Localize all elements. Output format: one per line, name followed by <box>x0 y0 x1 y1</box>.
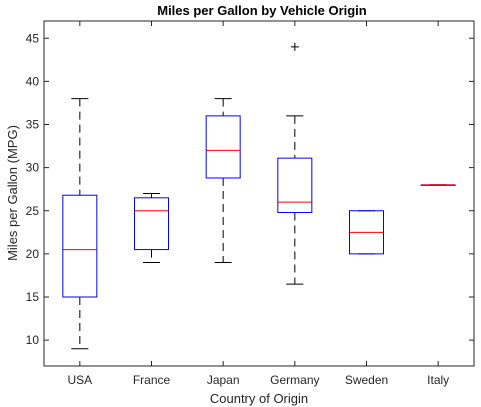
y-axis: 10 15 20 25 30 35 40 45 <box>26 31 474 347</box>
outlier-marker <box>290 42 299 51</box>
box <box>205 115 241 179</box>
x-tick-label: Sweden <box>345 373 388 387</box>
y-tick-label: 35 <box>26 118 40 132</box>
y-tick-label: 20 <box>26 247 40 261</box>
box <box>62 194 98 298</box>
y-tick-label: 10 <box>26 333 40 347</box>
y-tick-label: 30 <box>26 161 40 175</box>
y-tick-label: 25 <box>26 204 40 218</box>
x-tick-label: France <box>133 373 171 387</box>
y-tick-label: 45 <box>26 31 40 45</box>
box-usa <box>62 98 98 350</box>
box-italy <box>420 184 456 186</box>
box-series <box>62 42 456 350</box>
x-tick-label: USA <box>67 373 92 387</box>
box <box>134 197 169 251</box>
box-sweden <box>349 210 384 255</box>
x-tick-label: Germany <box>270 373 319 387</box>
y-axis-label: Miles per Gallon (MPG) <box>5 125 20 261</box>
x-axis: USA France Japan Germany Sweden Italy <box>67 21 449 387</box>
box-france <box>134 193 169 263</box>
box-japan <box>205 98 241 263</box>
chart-title: Miles per Gallon by Vehicle Origin <box>157 3 367 18</box>
box-germany <box>277 42 313 285</box>
x-tick-label: Japan <box>207 373 240 387</box>
x-tick-label: Italy <box>427 373 449 387</box>
box <box>277 157 313 213</box>
plot-area <box>43 20 475 367</box>
x-axis-label: Country of Origin <box>210 391 308 406</box>
y-tick-label: 15 <box>26 290 40 304</box>
y-tick-label: 40 <box>26 74 40 88</box>
